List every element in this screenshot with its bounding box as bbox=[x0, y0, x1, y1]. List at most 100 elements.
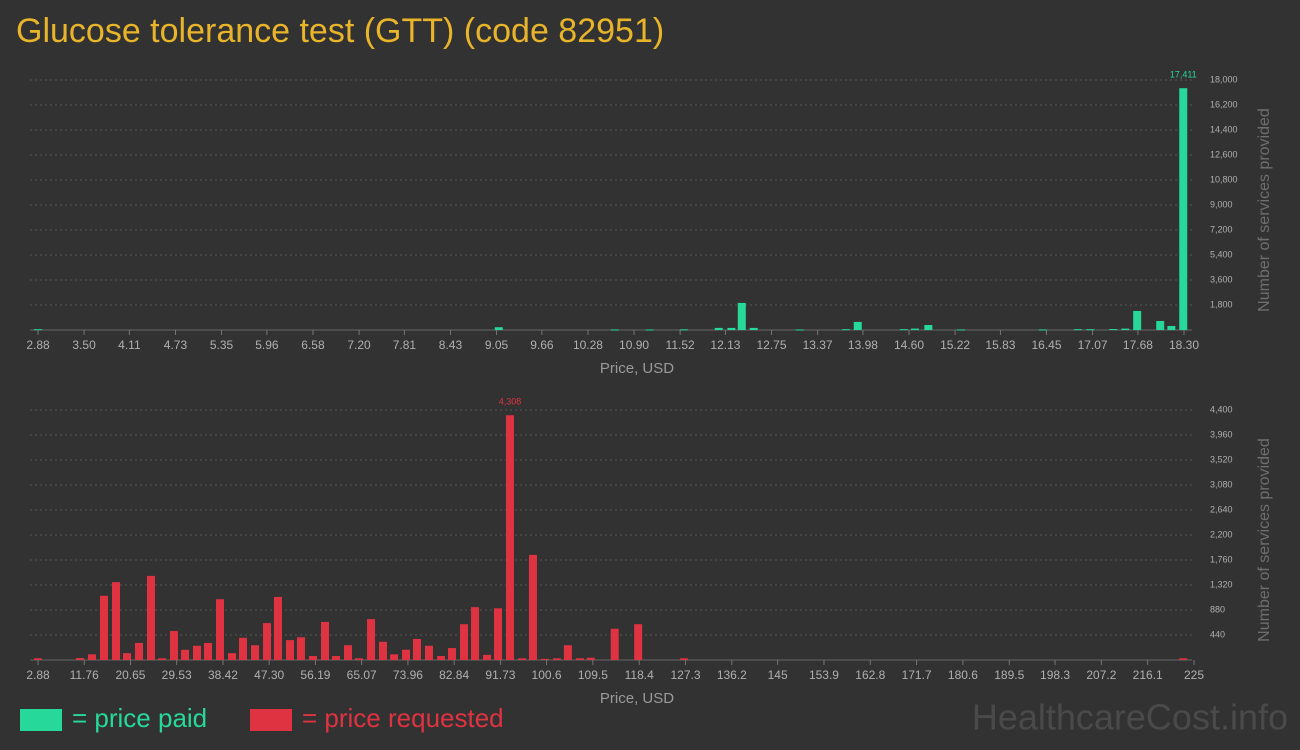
bar bbox=[437, 656, 446, 660]
bar bbox=[34, 658, 42, 660]
y-tick-label: 14,400 bbox=[1210, 124, 1238, 134]
y-tick-label: 9,000 bbox=[1210, 199, 1233, 209]
bar bbox=[494, 327, 503, 330]
bar bbox=[181, 649, 190, 660]
bar bbox=[841, 329, 850, 331]
bar bbox=[239, 637, 248, 660]
bar bbox=[390, 654, 399, 660]
bar bbox=[1179, 88, 1188, 330]
x-tick-label: 5.35 bbox=[210, 338, 234, 352]
x-tick-label: 180.6 bbox=[948, 668, 978, 682]
bar bbox=[528, 554, 537, 660]
bar bbox=[1038, 329, 1047, 331]
x-tick-label: 65.07 bbox=[347, 668, 377, 682]
x-tick-label: 4.73 bbox=[164, 338, 188, 352]
x-tick-label: 216.1 bbox=[1133, 668, 1163, 682]
bar bbox=[425, 645, 434, 660]
bar bbox=[853, 321, 862, 330]
bar bbox=[714, 327, 723, 330]
bar bbox=[552, 658, 561, 660]
value-label: 17,411 bbox=[1170, 70, 1197, 80]
bar bbox=[679, 658, 688, 660]
watermark: HealthcareCost.info bbox=[972, 697, 1288, 738]
y-tick-label: 12,600 bbox=[1210, 149, 1238, 159]
y-tick-label: 2,200 bbox=[1210, 529, 1233, 539]
x-tick-label: 198.3 bbox=[1040, 668, 1070, 682]
legend-label: = price paid bbox=[72, 703, 207, 733]
x-tick-label: 11.76 bbox=[70, 668, 99, 682]
y-tick-label: 440 bbox=[1210, 629, 1225, 639]
value-label: 4,308 bbox=[499, 397, 522, 407]
bar bbox=[135, 642, 144, 660]
x-tick-label: 100.6 bbox=[532, 668, 562, 682]
bar bbox=[610, 329, 619, 331]
bar bbox=[679, 329, 688, 331]
bar bbox=[924, 325, 933, 330]
x-tick-label: 15.22 bbox=[940, 338, 970, 352]
x-tick-label: 2.88 bbox=[26, 668, 50, 682]
y-tick-label: 1,800 bbox=[1210, 299, 1233, 309]
x-axis-title: Price, USD bbox=[600, 690, 674, 707]
y-axis-title: Number of services provided bbox=[1256, 108, 1273, 312]
x-tick-label: 118.4 bbox=[625, 668, 654, 682]
x-tick-label: 18.30 bbox=[1169, 338, 1199, 352]
bar bbox=[795, 329, 804, 331]
x-tick-label: 13.37 bbox=[803, 338, 833, 352]
page-title: Glucose tolerance test (GTT) (code 82951… bbox=[16, 12, 664, 50]
x-tick-label: 109.5 bbox=[578, 668, 608, 682]
x-tick-label: 145 bbox=[768, 668, 788, 682]
x-tick-label: 189.5 bbox=[994, 668, 1024, 682]
x-tick-label: 11.52 bbox=[666, 338, 695, 352]
bar bbox=[1086, 329, 1095, 331]
bar bbox=[645, 329, 654, 331]
x-tick-label: 171.7 bbox=[902, 668, 932, 682]
bar bbox=[402, 649, 411, 660]
x-tick-label: 47.30 bbox=[254, 668, 284, 682]
bar bbox=[215, 599, 224, 660]
y-tick-label: 10,800 bbox=[1210, 174, 1238, 184]
x-tick-label: 5.96 bbox=[255, 338, 279, 352]
bar bbox=[88, 654, 97, 660]
x-tick-label: 127.3 bbox=[671, 668, 701, 682]
x-tick-label: 17.68 bbox=[1123, 338, 1153, 352]
x-tick-label: 136.2 bbox=[717, 668, 747, 682]
x-tick-label: 6.58 bbox=[301, 338, 325, 352]
bar bbox=[634, 624, 643, 660]
y-tick-label: 18,000 bbox=[1210, 74, 1238, 84]
x-tick-label: 9.05 bbox=[485, 338, 509, 352]
bar bbox=[75, 658, 84, 660]
bar bbox=[1133, 310, 1142, 330]
bar bbox=[910, 328, 919, 330]
x-tick-label: 82.84 bbox=[439, 668, 469, 682]
y-tick-label: 16,200 bbox=[1210, 99, 1238, 109]
x-tick-label: 162.8 bbox=[855, 668, 885, 682]
bar bbox=[321, 621, 330, 660]
bar bbox=[1156, 320, 1165, 330]
bar bbox=[273, 596, 282, 660]
x-tick-label: 9.66 bbox=[530, 338, 554, 352]
x-tick-label: 7.81 bbox=[393, 338, 417, 352]
bar bbox=[957, 329, 966, 331]
bar bbox=[1121, 328, 1130, 330]
y-tick-label: 1,760 bbox=[1210, 554, 1233, 564]
bar bbox=[899, 329, 908, 331]
bar bbox=[563, 645, 572, 660]
bar bbox=[309, 656, 318, 660]
x-tick-label: 16.45 bbox=[1031, 338, 1061, 352]
bar bbox=[146, 575, 155, 660]
y-tick-label: 880 bbox=[1210, 604, 1225, 614]
bar bbox=[34, 329, 42, 331]
x-tick-label: 13.98 bbox=[848, 338, 878, 352]
x-tick-label: 10.28 bbox=[573, 338, 603, 352]
x-tick-label: 15.83 bbox=[985, 338, 1015, 352]
bar bbox=[518, 658, 527, 660]
x-tick-label: 20.65 bbox=[115, 668, 145, 682]
x-tick-label: 14.60 bbox=[894, 338, 924, 352]
bar bbox=[228, 653, 237, 660]
bar bbox=[749, 327, 758, 330]
bar bbox=[378, 641, 387, 660]
bar bbox=[158, 658, 167, 660]
y-tick-label: 2,640 bbox=[1210, 504, 1233, 514]
y-tick-label: 3,960 bbox=[1210, 429, 1233, 439]
